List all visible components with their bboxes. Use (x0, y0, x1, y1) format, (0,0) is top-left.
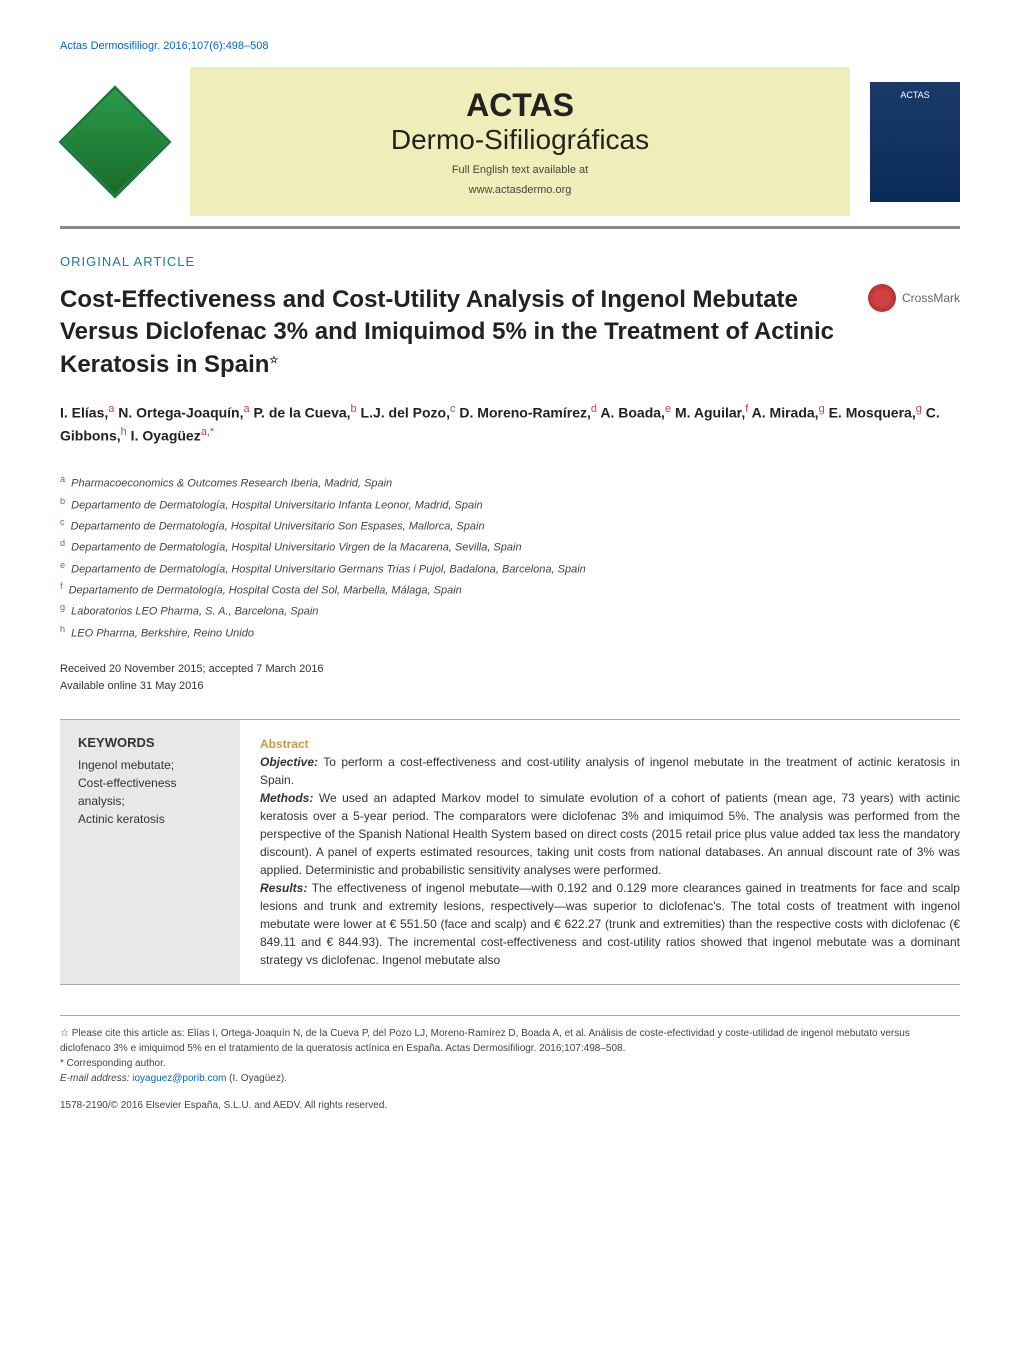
keywords-box: KEYWORDS Ingenol mebutate;Cost-effective… (60, 720, 240, 984)
copyright-line: 1578-2190/© 2016 Elsevier España, S.L.U.… (60, 1098, 960, 1113)
journal-header: ACTAS Dermo-Sifiliográficas Full English… (60, 67, 960, 229)
journal-title-2: Dermo-Sifiliográficas (220, 124, 820, 156)
abstract-section: KEYWORDS Ingenol mebutate;Cost-effective… (60, 719, 960, 985)
results-text: The effectiveness of ingenol mebutate—wi… (260, 881, 960, 967)
abstract-body: Abstract Objective: To perform a cost-ef… (240, 720, 960, 984)
methods-label: Methods: (260, 791, 313, 805)
corresponding-author-note: * Corresponding author. (60, 1056, 960, 1071)
email-author-name: (I. Oyagüez). (229, 1073, 287, 1084)
email-label: E-mail address: (60, 1073, 129, 1084)
crossmark-badge[interactable]: CrossMark (868, 284, 960, 312)
citation-footnote: ☆ Please cite this article as: Elías I, … (60, 1026, 960, 1056)
journal-title-box: ACTAS Dermo-Sifiliográficas Full English… (190, 67, 850, 216)
journal-cover-thumbnail: ACTAS (870, 82, 960, 202)
keywords-list: Ingenol mebutate;Cost-effectiveness anal… (78, 756, 222, 828)
section-label: ORIGINAL ARTICLE (60, 254, 960, 269)
abstract-results: Results: The effectiveness of ingenol me… (260, 879, 960, 969)
abstract-label: Abstract (260, 735, 960, 753)
affiliation-line: e Departamento de Dermatología, Hospital… (60, 558, 960, 579)
footer-section: ☆ Please cite this article as: Elías I, … (60, 1015, 960, 1113)
results-label: Results: (260, 881, 307, 895)
objective-label: Objective: (260, 755, 318, 769)
article-title-text: Cost-Effectiveness and Cost-Utility Anal… (60, 286, 834, 378)
abstract-objective: Objective: To perform a cost-effectivene… (260, 753, 960, 789)
affiliation-line: h LEO Pharma, Berkshire, Reino Unido (60, 622, 960, 643)
publication-dates: Received 20 November 2015; accepted 7 Ma… (60, 661, 960, 694)
methods-text: We used an adapted Markov model to simul… (260, 791, 960, 877)
cover-label: ACTAS (870, 82, 960, 100)
online-date: Available online 31 May 2016 (60, 678, 960, 695)
author-email[interactable]: ioyaguez@porib.com (132, 1073, 226, 1084)
article-title: Cost-Effectiveness and Cost-Utility Anal… (60, 284, 848, 381)
affiliation-line: d Departamento de Dermatología, Hospital… (60, 536, 960, 557)
academy-logo (60, 87, 170, 197)
abstract-methods: Methods: We used an adapted Markov model… (260, 789, 960, 879)
citation-link[interactable]: Actas Dermosifiliogr. 2016;107(6):498–50… (60, 40, 960, 52)
keywords-heading: KEYWORDS (78, 735, 222, 750)
title-footnote-star: ☆ (269, 355, 278, 366)
journal-title-1: ACTAS (220, 87, 820, 124)
affiliations-list: a Pharmacoeconomics & Outcomes Research … (60, 472, 960, 643)
email-line: E-mail address: ioyaguez@porib.com (I. O… (60, 1071, 960, 1086)
objective-text: To perform a cost-effectiveness and cost… (260, 755, 960, 787)
affiliation-line: c Departamento de Dermatología, Hospital… (60, 515, 960, 536)
affiliation-line: a Pharmacoeconomics & Outcomes Research … (60, 472, 960, 493)
crossmark-label: CrossMark (902, 291, 960, 305)
received-accepted-date: Received 20 November 2015; accepted 7 Ma… (60, 661, 960, 678)
affiliation-line: b Departamento de Dermatología, Hospital… (60, 494, 960, 515)
crossmark-icon (868, 284, 896, 312)
affiliation-line: f Departamento de Dermatología, Hospital… (60, 579, 960, 600)
affiliation-line: g Laboratorios LEO Pharma, S. A., Barcel… (60, 600, 960, 621)
authors-list: I. Elías,a N. Ortega-Joaquín,a P. de la … (60, 401, 960, 447)
journal-note-1: Full English text available at (220, 164, 820, 176)
journal-note-2: www.actasdermo.org (220, 184, 820, 196)
